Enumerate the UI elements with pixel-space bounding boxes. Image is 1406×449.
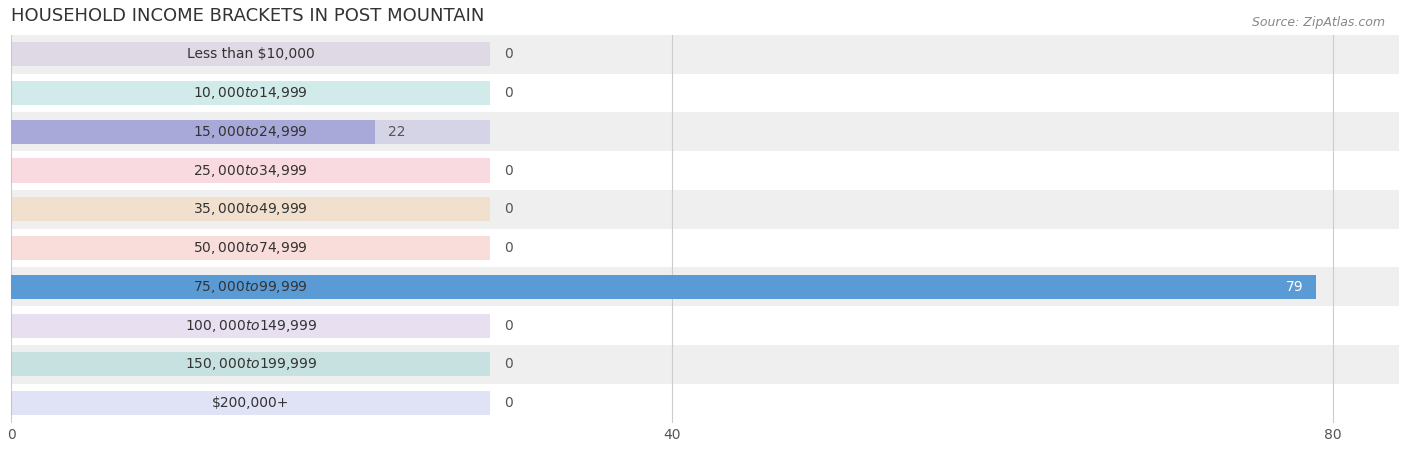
Bar [11,275,1316,299]
Text: HOUSEHOLD INCOME BRACKETS IN POST MOUNTAIN: HOUSEHOLD INCOME BRACKETS IN POST MOUNTA… [11,7,485,25]
Text: 0: 0 [503,163,512,177]
Text: $200,000+: $200,000+ [212,396,290,410]
Bar [11,352,491,376]
Bar [11,236,491,260]
Bar [11,313,491,338]
Text: Less than $10,000: Less than $10,000 [187,47,315,61]
Text: 0: 0 [503,86,512,100]
Bar [11,35,1399,74]
Bar [11,190,1399,229]
Text: 79: 79 [1285,280,1303,294]
Bar [11,268,1399,306]
Bar [11,197,491,221]
Text: $25,000 to $34,999: $25,000 to $34,999 [194,163,308,179]
Bar [11,306,1399,345]
Bar [11,112,1399,151]
Text: 0: 0 [503,241,512,255]
Bar [11,81,491,105]
Text: $75,000 to $99,999: $75,000 to $99,999 [194,279,308,295]
Text: 0: 0 [503,357,512,371]
Text: 22: 22 [388,125,405,139]
Text: $10,000 to $14,999: $10,000 to $14,999 [194,85,308,101]
Text: $50,000 to $74,999: $50,000 to $74,999 [194,240,308,256]
Text: $150,000 to $199,999: $150,000 to $199,999 [184,357,318,372]
Bar [11,275,491,299]
Text: $35,000 to $49,999: $35,000 to $49,999 [194,201,308,217]
Bar [11,151,1399,190]
Text: 0: 0 [503,319,512,333]
Text: $100,000 to $149,999: $100,000 to $149,999 [184,317,318,334]
Text: 0: 0 [503,202,512,216]
Text: Source: ZipAtlas.com: Source: ZipAtlas.com [1251,16,1385,29]
Text: $15,000 to $24,999: $15,000 to $24,999 [194,124,308,140]
Text: 0: 0 [503,47,512,61]
Bar [11,120,375,144]
Text: 0: 0 [503,396,512,410]
Bar [11,120,491,144]
Bar [11,42,491,66]
Bar [11,158,491,183]
Bar [11,384,1399,423]
Bar [11,391,491,415]
Bar [11,345,1399,384]
Bar [11,74,1399,112]
Bar [11,229,1399,268]
